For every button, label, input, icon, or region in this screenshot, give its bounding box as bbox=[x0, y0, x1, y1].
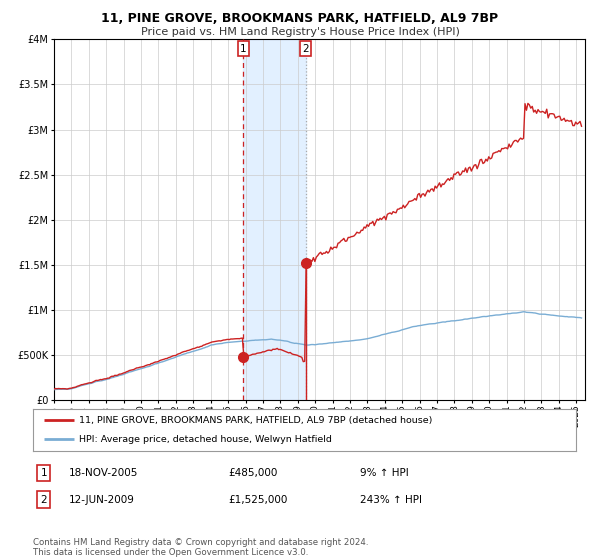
Bar bbox=[244, 39, 306, 400]
Text: 2: 2 bbox=[302, 44, 309, 54]
Text: Contains HM Land Registry data © Crown copyright and database right 2024.
This d: Contains HM Land Registry data © Crown c… bbox=[33, 538, 368, 557]
Text: 1: 1 bbox=[40, 468, 47, 478]
Text: Price paid vs. HM Land Registry's House Price Index (HPI): Price paid vs. HM Land Registry's House … bbox=[140, 27, 460, 37]
Text: 11, PINE GROVE, BROOKMANS PARK, HATFIELD, AL9 7BP (detached house): 11, PINE GROVE, BROOKMANS PARK, HATFIELD… bbox=[79, 416, 433, 424]
Text: £1,525,000: £1,525,000 bbox=[228, 494, 287, 505]
Text: 243% ↑ HPI: 243% ↑ HPI bbox=[360, 494, 422, 505]
Text: 1: 1 bbox=[240, 44, 247, 54]
Text: £485,000: £485,000 bbox=[228, 468, 277, 478]
Text: HPI: Average price, detached house, Welwyn Hatfield: HPI: Average price, detached house, Welw… bbox=[79, 435, 332, 444]
Text: 18-NOV-2005: 18-NOV-2005 bbox=[69, 468, 139, 478]
Text: 9% ↑ HPI: 9% ↑ HPI bbox=[360, 468, 409, 478]
Text: 11, PINE GROVE, BROOKMANS PARK, HATFIELD, AL9 7BP: 11, PINE GROVE, BROOKMANS PARK, HATFIELD… bbox=[101, 12, 499, 25]
Text: 12-JUN-2009: 12-JUN-2009 bbox=[69, 494, 135, 505]
Text: 2: 2 bbox=[40, 494, 47, 505]
